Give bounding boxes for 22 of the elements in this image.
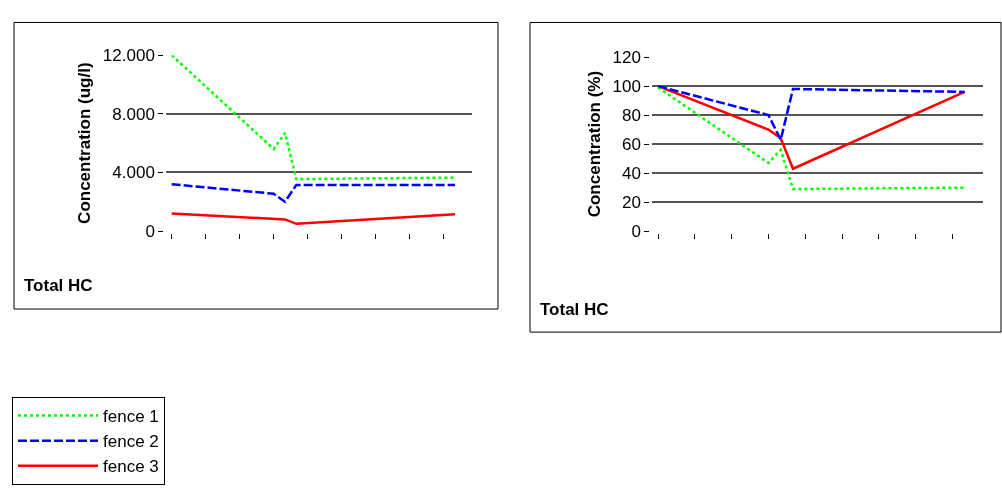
y-tick-label: 60: [621, 135, 641, 155]
line-series: [656, 86, 966, 191]
text: Total HC: [24, 276, 93, 295]
line-series: [656, 84, 966, 141]
line-series: [170, 182, 457, 204]
legend-label: fence 1: [103, 407, 159, 427]
legend-label: fence 3: [103, 457, 159, 477]
y-tick-label: 8.000: [112, 104, 155, 124]
line-series: [170, 212, 457, 226]
y-axis-title: Concentration (ug/l): [75, 62, 95, 224]
y-tick-label: 0: [631, 222, 641, 242]
y-tick-label: 40: [621, 164, 641, 184]
y-tick-label: 100: [612, 77, 641, 97]
y-tick-label: 0: [145, 222, 155, 242]
y-axis-title: Concentration (%): [585, 70, 605, 218]
text: Total HC: [540, 300, 609, 319]
y-tick-label: 12.000: [102, 46, 155, 66]
y-tick-label: 120: [612, 48, 641, 68]
y-tick-label: 20: [621, 193, 641, 213]
y-tick-label: 80: [621, 106, 641, 126]
y-tick-label: 4.000: [112, 163, 155, 183]
legend-label: fence 2: [103, 432, 159, 452]
